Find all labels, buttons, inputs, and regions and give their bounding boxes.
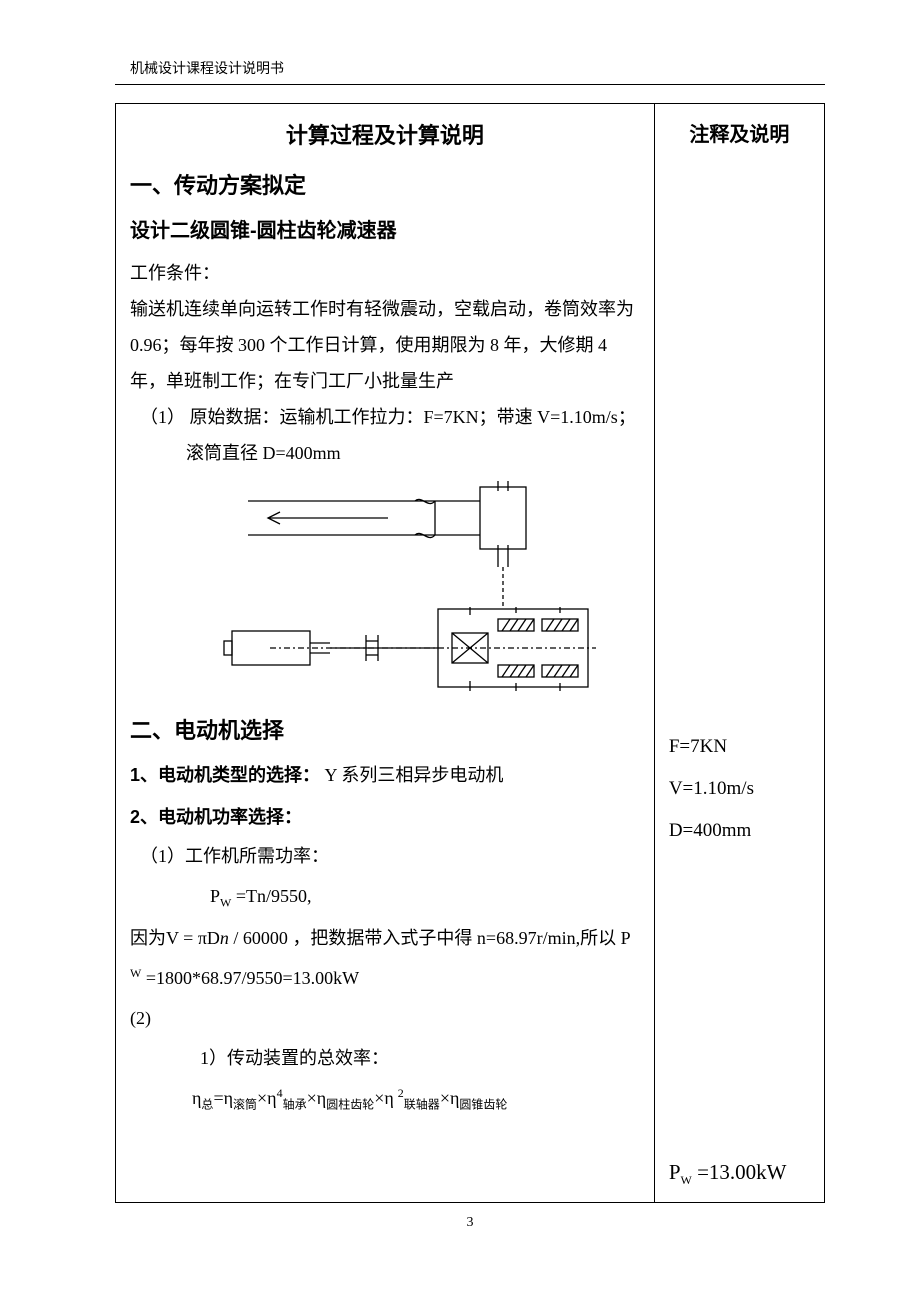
motor-power: 2、电动机功率选择： bbox=[130, 803, 640, 829]
notes-spacer-2 bbox=[669, 862, 810, 1132]
main-col-title: 计算过程及计算说明 bbox=[130, 118, 640, 150]
content-table: 计算过程及计算说明 一、传动方案拟定 设计二级圆锥-圆柱齿轮减速器 工作条件： … bbox=[115, 103, 825, 1203]
conditions-label: 工作条件： bbox=[130, 255, 640, 291]
notes-column: 注释及说明 F=7KN V=1.10m/s D=400mm PW =13.00k… bbox=[654, 104, 824, 1203]
pw-formula: PW =Tn/9550, bbox=[130, 879, 640, 914]
transmission-diagram bbox=[170, 481, 600, 707]
note-v: V=1.10m/s bbox=[669, 778, 810, 800]
running-header: 机械设计课程设计说明书 bbox=[115, 58, 825, 78]
header-rule bbox=[115, 84, 825, 85]
v-formula-line: 因为V = πDn / 60000 ，把数据带入式子中得 n=68.97r/mi… bbox=[130, 921, 640, 955]
notes-col-title: 注释及说明 bbox=[669, 118, 810, 147]
total-eff-label: 1）传动装置的总效率： bbox=[130, 1041, 640, 1075]
pw-calc: W =1800*68.97/9550=13.00kW bbox=[130, 961, 640, 995]
section-1-sub: 设计二级圆锥-圆柱齿轮减速器 bbox=[130, 214, 640, 243]
efficiency-formula: η总=η滚筒×η4轴承×η圆柱齿轮×η2联轴器×η圆锥齿轮 bbox=[130, 1081, 640, 1116]
section-1-heading: 一、传动方案拟定 bbox=[130, 168, 640, 200]
item-2: (2) bbox=[130, 1001, 640, 1035]
conditions-text: 输送机连续单向运转工作时有轻微震动，空载启动，卷筒效率为 0.96；每年按 30… bbox=[130, 291, 640, 399]
notes-spacer bbox=[669, 165, 810, 730]
motor-type-text: Y 系列三相异步电动机 bbox=[320, 765, 503, 785]
note-pw: PW =13.00kW bbox=[669, 1160, 810, 1188]
note-f: F=7KN bbox=[669, 736, 810, 758]
power-req-label: （1）工作机所需功率： bbox=[130, 839, 640, 873]
section-2-heading: 二、电动机选择 bbox=[130, 713, 640, 745]
orig-data-line2: 滚筒直径 D=400mm bbox=[130, 435, 640, 471]
orig-data-line1: （1） 原始数据：运输机工作拉力：F=7KN；带速 V=1.10m/s； bbox=[130, 399, 640, 435]
motor-type: 1、电动机类型的选择： Y 系列三相异步电动机 bbox=[130, 761, 640, 787]
page-number: 3 bbox=[115, 1215, 825, 1231]
main-column: 计算过程及计算说明 一、传动方案拟定 设计二级圆锥-圆柱齿轮减速器 工作条件： … bbox=[116, 104, 655, 1203]
motor-power-label: 2、电动机功率选择： bbox=[130, 807, 302, 827]
motor-type-label: 1、电动机类型的选择： bbox=[130, 765, 320, 785]
note-d: D=400mm bbox=[669, 820, 810, 842]
